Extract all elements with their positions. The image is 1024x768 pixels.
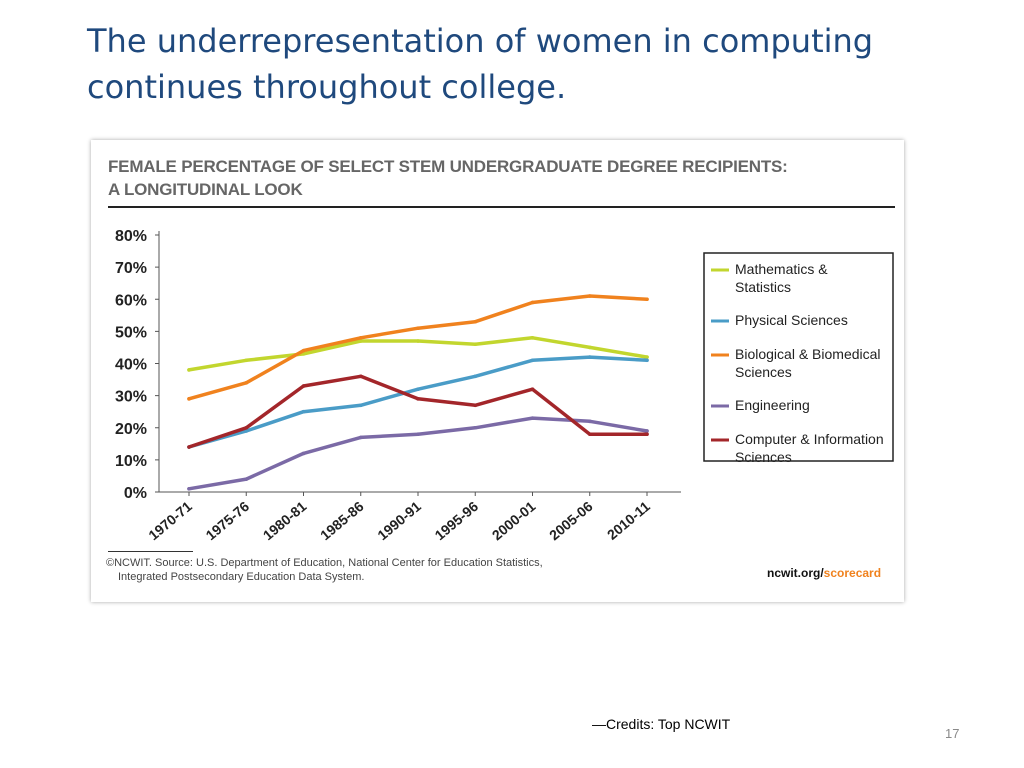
- data-point: [645, 358, 649, 363]
- source-note: ©NCWIT. Source: U.S. Department of Educa…: [106, 556, 543, 584]
- chart-title-line-1: FEMALE PERCENTAGE OF SELECT STEM UNDERGR…: [108, 157, 788, 176]
- y-tick-label: 10%: [115, 453, 147, 470]
- data-point: [530, 358, 535, 363]
- data-point: [301, 348, 306, 353]
- legend-label: Statistics: [735, 279, 791, 295]
- data-point: [530, 416, 535, 420]
- data-point: [416, 387, 420, 391]
- x-tick-label: 2000-01: [489, 498, 539, 543]
- data-point: [301, 384, 306, 388]
- data-point: [645, 432, 649, 436]
- data-point: [358, 339, 363, 343]
- x-tick-label: 1975-76: [203, 498, 253, 543]
- y-tick-label: 80%: [115, 228, 147, 245]
- brand-accent-text: scorecard: [823, 566, 882, 580]
- y-tick-label: 60%: [115, 292, 147, 309]
- legend-label: Engineering: [735, 397, 810, 413]
- x-tick-label: 2005-06: [546, 498, 596, 543]
- data-point: [473, 319, 478, 324]
- data-point: [187, 486, 191, 491]
- data-point: [187, 445, 191, 449]
- data-point: [473, 425, 478, 430]
- credits-text: —Credits: Top NCWIT: [592, 716, 731, 732]
- x-tick-label: 1985-86: [317, 498, 367, 543]
- data-point: [587, 294, 592, 298]
- y-tick-label: 50%: [115, 324, 147, 341]
- data-point: [416, 432, 420, 436]
- source-note-line-2: Integrated Postsecondary Education Data …: [118, 571, 365, 583]
- legend-label: Physical Sciences: [735, 312, 848, 328]
- data-point: [645, 297, 649, 302]
- data-point: [301, 409, 306, 414]
- data-point: [187, 397, 191, 401]
- page-number: 17: [945, 726, 960, 741]
- data-point: [473, 374, 478, 379]
- x-tick-label: 1990-91: [374, 498, 424, 543]
- data-point: [187, 368, 191, 372]
- data-point: [530, 300, 535, 305]
- data-point: [416, 339, 420, 343]
- data-point: [358, 403, 363, 408]
- line-chart: 0% 10% 20% 30% 40% 50% 60% 70% 80% 1970-71 1975-76…: [91, 228, 904, 602]
- chart-card: FEMALE PERCENTAGE OF SELECT STEM UNDERGR…: [91, 140, 904, 602]
- chart-title: FEMALE PERCENTAGE OF SELECT STEM UNDERGR…: [108, 155, 788, 201]
- legend-box: [703, 252, 894, 462]
- slide-title-line-2: continues throughout college.: [87, 68, 567, 106]
- data-point: [587, 419, 592, 424]
- data-point: [530, 336, 535, 340]
- data-point: [358, 435, 363, 440]
- legend-label: Mathematics &: [735, 261, 828, 277]
- data-point: [244, 380, 249, 385]
- series-line: [187, 374, 649, 449]
- legend-label: Sciences: [735, 364, 792, 380]
- data-point: [301, 451, 306, 456]
- data-point: [645, 429, 649, 433]
- data-point: [587, 355, 592, 359]
- y-tick-label: 70%: [115, 260, 147, 277]
- y-tick-label: 0%: [124, 485, 147, 502]
- data-point: [416, 326, 420, 330]
- source-note-line-1: ©NCWIT. Source: U.S. Department of Educa…: [106, 557, 543, 569]
- y-tick-label: 40%: [115, 357, 147, 374]
- data-point: [244, 425, 249, 430]
- data-point: [587, 432, 592, 436]
- chart-title-line-2: A LONGITUDINAL LOOK: [108, 180, 303, 199]
- data-point: [358, 336, 363, 340]
- source-rule: [108, 551, 193, 552]
- y-tick-label: 20%: [115, 421, 147, 438]
- torn-edge: [91, 580, 904, 602]
- data-point: [358, 374, 363, 379]
- brand-main-text: ncwit.org/: [767, 566, 824, 580]
- data-point: [416, 397, 420, 401]
- ncwit-scorecard-link[interactable]: ncwit.org/scorecard: [767, 566, 881, 580]
- title-rule: [108, 206, 895, 208]
- data-point: [530, 387, 535, 391]
- legend-label: Computer & Information: [735, 431, 884, 447]
- x-tick-label: 1980-81: [260, 498, 310, 543]
- data-point: [587, 345, 592, 350]
- data-point: [473, 342, 478, 347]
- data-point: [645, 355, 649, 359]
- x-tick-label: 1970-71: [145, 498, 195, 543]
- data-point: [244, 429, 249, 433]
- x-tick-label: 1995-96: [432, 498, 482, 543]
- x-tick-label: 2010-11: [604, 498, 653, 543]
- slide-title: The underrepresentation of women in comp…: [87, 18, 967, 110]
- data-point: [473, 403, 478, 408]
- slide-title-line-1: The underrepresentation of women in comp…: [87, 22, 874, 60]
- y-tick-label: 30%: [115, 389, 147, 406]
- legend-label: Biological & Biomedical: [735, 346, 881, 362]
- series-line: [187, 294, 649, 401]
- data-point: [244, 358, 249, 363]
- data-point: [244, 477, 249, 481]
- legend-label: Sciences: [735, 449, 792, 465]
